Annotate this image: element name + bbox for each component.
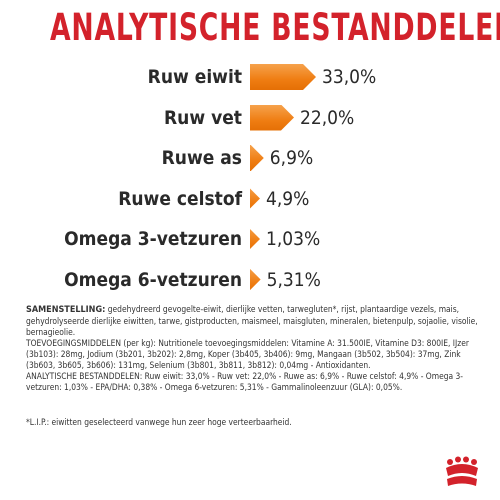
nutrient-value: 33,0% <box>322 66 377 88</box>
nutrient-label: Ruwe as <box>161 147 242 169</box>
nutrient-value: 6,9% <box>269 147 314 169</box>
nutrient-row: Ruw eiwit 33,0% <box>0 62 500 92</box>
nutrient-label: Omega 3-vetzuren <box>64 228 242 250</box>
composition-heading: SAMENSTELLING: <box>26 305 106 315</box>
nutrient-row: Omega 3-vetzuren 1,03% <box>0 224 500 254</box>
nutrient-label: Ruw eiwit <box>147 66 242 88</box>
page-title: ANALYTISCHE BESTANDDELEN <box>50 6 500 49</box>
nutrient-bar <box>250 145 264 171</box>
analytical-text: ANALYTISCHE BESTANDDELEN: Ruw eiwit: 33,… <box>26 371 464 392</box>
nutrient-label: Ruwe celstof <box>118 187 242 210</box>
nutrient-value: 22,0% <box>300 106 355 129</box>
nutrient-row: Ruw vet 22,0% <box>0 103 500 133</box>
nutrient-bar <box>250 267 261 293</box>
nutrient-value: 4,9% <box>266 187 310 210</box>
nutrient-bar <box>250 226 260 252</box>
nutrient-row: Omega 6-vetzuren 5,31% <box>0 265 500 295</box>
composition-block: SAMENSTELLING: gedehydreerd gevogelte-ei… <box>26 304 481 393</box>
footnote: *L.I.P.: eiwitten geselecteerd vanwege h… <box>26 417 292 427</box>
nutrient-bar <box>250 105 294 131</box>
nutrient-bar <box>250 64 316 90</box>
nutrient-bar <box>250 186 260 212</box>
nutrient-value: 1,03% <box>266 228 321 250</box>
nutrient-label: Ruw vet <box>164 106 242 129</box>
composition-text: gedehydreerd gevogelte-eiwit, dierlijke … <box>26 304 478 337</box>
royal-canin-crown-logo-icon <box>446 456 478 486</box>
additives-text: TOEVOEGINGSMIDDELEN (per kg): Nutritione… <box>26 338 469 370</box>
nutrient-row: Ruwe celstof 4,9% <box>0 184 500 214</box>
nutrient-value: 5,31% <box>266 268 321 291</box>
nutrient-row: Ruwe as 6,9% <box>0 143 500 173</box>
nutrient-label: Omega 6-vetzuren <box>64 268 242 291</box>
